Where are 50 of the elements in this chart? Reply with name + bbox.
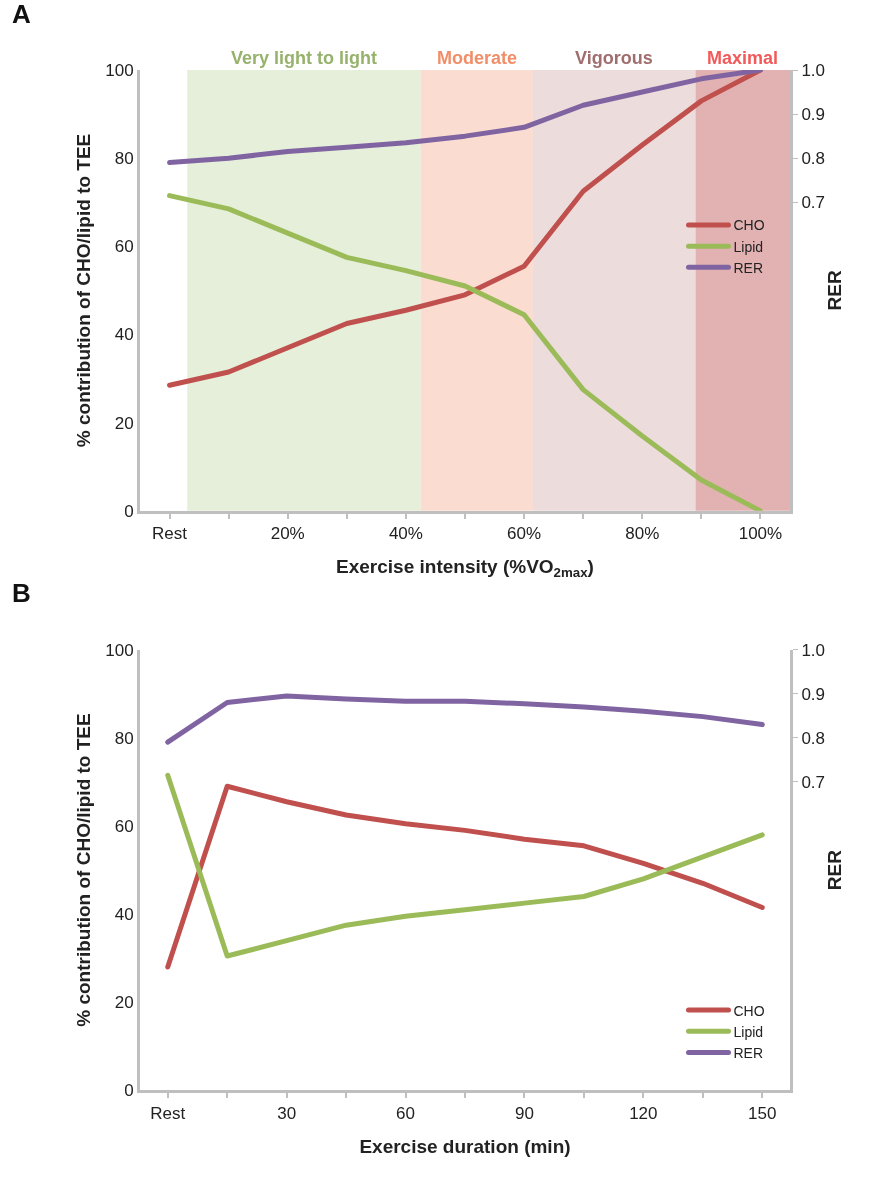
band-label: Moderate (437, 48, 518, 68)
chart-title: B (12, 578, 31, 608)
chart-title: A (12, 0, 31, 29)
x-tick-label: 20% (270, 524, 305, 544)
x-tick-label: 90 (514, 1103, 534, 1123)
y-tick-label: 0 (124, 1081, 134, 1101)
y-tick-label: 100 (105, 640, 134, 660)
band-label: Vigorous (575, 48, 653, 68)
y2-tick-label: 1.0 (801, 640, 826, 660)
y2-tick-label: 1.0 (801, 60, 826, 80)
x-axis-title: Exercise duration (min) (359, 1135, 571, 1157)
x-axis-title: Exercise intensity (%VO$_{2max}$) (336, 556, 594, 581)
legend-label: CHO (733, 1002, 765, 1019)
x-tick-label: 30 (277, 1103, 297, 1123)
y-tick-label: 20 (114, 413, 134, 433)
y2-tick-label: 0.7 (801, 193, 826, 213)
legend-label: RER (733, 259, 764, 276)
y-tick-label: 0 (124, 501, 134, 521)
y2-tick-label: 0.8 (801, 728, 826, 748)
y2-axis-title: RER (823, 849, 845, 891)
x-tick-label: 150 (748, 1103, 777, 1123)
y-tick-label: 60 (114, 816, 134, 836)
x-tick-label: Rest (152, 524, 188, 544)
band-label: Very light to light (231, 48, 378, 68)
legend-label: CHO (733, 217, 765, 234)
y2-tick-label: 0.9 (801, 684, 826, 704)
y-tick-label: 80 (114, 728, 134, 748)
y2-tick-label: 0.8 (801, 149, 826, 169)
x-tick-label: 60 (396, 1103, 416, 1123)
x-tick-label: 120 (629, 1103, 658, 1123)
y2-tick-label: 0.9 (801, 105, 826, 125)
x-tick-label: Rest (150, 1103, 186, 1123)
legend-label: RER (733, 1044, 764, 1061)
y-tick-label: 100 (105, 60, 134, 80)
y-tick-label: 80 (114, 149, 134, 169)
y2-axis-title: RER (823, 270, 845, 311)
x-tick-label: 60% (507, 524, 542, 544)
legend-label: Lipid (733, 1023, 764, 1040)
y-tick-label: 40 (114, 325, 134, 345)
y-axis-title: % contribution of CHO/lipid to TEE (73, 713, 95, 1027)
y2-tick-label: 0.7 (801, 772, 826, 792)
y-axis-title: % contribution of CHO/lipid to TEE (73, 133, 95, 448)
band-label: Maximal (707, 48, 779, 68)
y-tick-label: 40 (114, 905, 134, 925)
legend-label: Lipid (733, 238, 764, 255)
y-tick-label: 60 (114, 237, 134, 257)
x-tick-label: 100% (738, 524, 783, 544)
x-tick-label: 40% (388, 524, 423, 544)
x-tick-label: 80% (625, 524, 660, 544)
y-tick-label: 20 (114, 993, 134, 1013)
